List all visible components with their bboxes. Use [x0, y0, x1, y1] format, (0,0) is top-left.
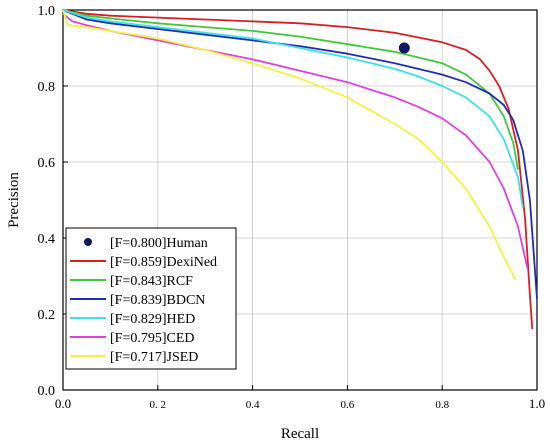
- y-tick-label: 0.8: [38, 80, 56, 95]
- x-tick-label: 1.0: [529, 396, 545, 411]
- y-axis-title: Precision: [6, 172, 22, 228]
- x-tick-label: 0. 2: [150, 399, 167, 411]
- series-line-6: [62, 9, 517, 281]
- y-tick-label: 0.6: [38, 156, 56, 171]
- plot-frame: [62, 9, 538, 391]
- legend-label-1: [F=0.859]DexiNed: [110, 255, 217, 270]
- x-axis-ticks: 0.0 0. 2 0.4 0.6 0.8 1.0: [55, 385, 545, 411]
- series-line-4: [62, 9, 524, 208]
- legend-label-6: [F=0.717]JSED: [110, 350, 198, 365]
- legend-marker-human: [84, 238, 92, 246]
- legend-label-4: [F=0.829]HED: [110, 312, 195, 327]
- y-tick-label: 0.2: [38, 308, 56, 323]
- legend-label-2: [F=0.843]RCF: [110, 274, 193, 289]
- human-point: [398, 42, 410, 54]
- y-tick-label: 0.4: [38, 232, 56, 247]
- series-lines: [62, 9, 538, 330]
- legend-label-0: [F=0.800]Human: [110, 236, 208, 251]
- y-tick-label: 1.0: [38, 4, 56, 19]
- legend-label-5: [F=0.795]CED: [110, 331, 195, 346]
- legend: [F=0.800]Human [F=0.859]DexiNed [F=0.843]R…: [65, 227, 237, 370]
- x-axis-title: Recall: [281, 426, 319, 442]
- series-line-3: [62, 9, 538, 299]
- y-tick-label: 0.0: [38, 384, 56, 399]
- legend-label-3: [F=0.839]BDCN: [110, 293, 205, 308]
- human-marker-layer: [398, 42, 410, 54]
- series-line-2: [62, 9, 519, 170]
- x-tick-label: 0.0: [55, 396, 71, 411]
- x-tick-label: 0.8: [435, 399, 449, 411]
- x-tick-label: 0.6: [341, 399, 355, 411]
- x-tick-label: 0.4: [246, 399, 260, 411]
- series-line-1: [62, 9, 534, 330]
